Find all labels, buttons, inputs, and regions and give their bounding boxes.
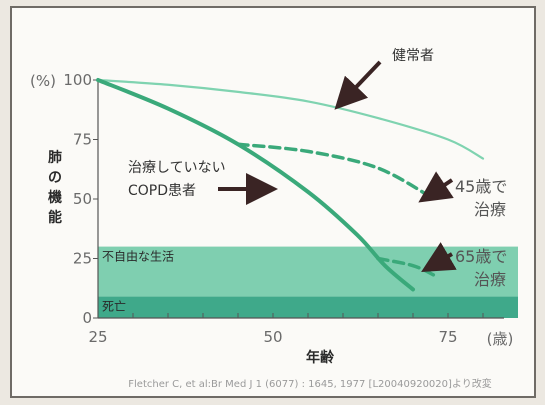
label-treat65-line2: 治療 (474, 270, 506, 289)
label-copd-line2: COPD患者 (128, 183, 196, 199)
x-tick-label-50: 50 (263, 328, 282, 346)
y-tick-label-100: 100 (63, 71, 92, 89)
zone-limited-life-label: 不自由な生活 (102, 250, 174, 264)
label-treat45-line1: 45歳で (455, 177, 507, 196)
y-tick-label-25: 25 (73, 250, 92, 268)
x-tick-label-75: 75 (438, 328, 457, 346)
label-treat45-line2: 治療 (474, 200, 506, 219)
y-tick-label-75: 75 (73, 131, 92, 149)
label-treat65-line1: 65歳で (455, 247, 507, 266)
source-citation: Fletcher C, et al:Br Med J 1 (6077) : 16… (128, 377, 491, 390)
arrow-healthy-icon (334, 60, 382, 110)
x-unit-label: (歳) (487, 330, 514, 348)
y-tick-label-0: 0 (82, 309, 92, 327)
zone-death-label: 死亡 (102, 300, 126, 314)
y-axis-title-char-3: 機 (48, 189, 62, 206)
label-copd-line1: 治療していない (128, 159, 226, 176)
label-healthy: 健常者 (392, 48, 434, 64)
series-untreated-copd-line (96, 78, 415, 292)
axis-ticks (93, 79, 484, 319)
y-axis-title-char-1: 肺 (48, 150, 62, 166)
y-unit-label: (%) (30, 72, 56, 90)
arrow-treat65-icon (421, 242, 457, 273)
x-tick-label-25: 25 (88, 328, 107, 346)
series-treated-at-45-line (236, 142, 436, 201)
y-axis-title-char-4: 能 (48, 209, 62, 226)
y-tick-label-50: 50 (73, 190, 92, 208)
series-treated-at-65-line (376, 256, 436, 277)
y-axis-title-char-2: の (48, 170, 62, 186)
series-healthy-line (96, 78, 485, 160)
zone-death (98, 296, 518, 318)
arrow-treat45-icon (418, 171, 454, 203)
x-axis-title: 年齢 (306, 349, 335, 366)
